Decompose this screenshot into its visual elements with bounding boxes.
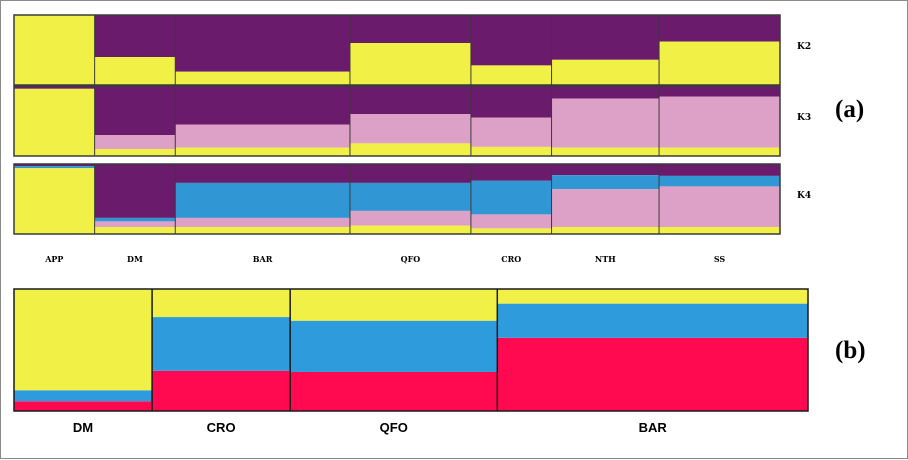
bar-segment-k2-dm-cluster1 xyxy=(94,15,176,57)
bar-segment-b-qfo-cluster1 xyxy=(290,371,498,411)
bar-segment-b-bar-cluster1 xyxy=(497,337,808,411)
panel-b-border xyxy=(13,288,809,412)
bar-segment-k4-cro-cluster2 xyxy=(470,180,552,215)
bar-segment-k4-app-cluster4 xyxy=(14,168,95,234)
bar-segment-k4-dm-cluster1 xyxy=(94,164,176,218)
bar-segment-k3-nth-cluster1 xyxy=(551,86,660,99)
bar-segment-k2-cro-cluster2 xyxy=(470,65,552,85)
bar-segment-b-bar-cluster3 xyxy=(497,289,808,304)
population-label-b-bar: BAR xyxy=(639,420,668,435)
bar-segment-k3-bar-cluster3 xyxy=(175,147,350,156)
population-label-cro: CRO xyxy=(501,254,521,264)
bar-segment-k4-cro-cluster4 xyxy=(470,228,552,234)
bar-segment-k4-qfo-cluster3 xyxy=(349,210,471,226)
population-label-qfo: QFO xyxy=(401,254,421,264)
bar-segment-k2-cro-cluster1 xyxy=(470,15,552,66)
row-border-k4 xyxy=(13,163,781,235)
population-label-b-dm: DM xyxy=(73,420,93,435)
bar-segment-k2-bar-cluster2 xyxy=(175,71,350,85)
bar-segment-k3-cro-cluster1 xyxy=(470,86,552,118)
row-border-k2 xyxy=(13,14,781,86)
bar-segment-k3-cro-cluster2 xyxy=(470,117,552,147)
population-label-app: APP xyxy=(44,254,63,264)
bar-segment-k3-dm-cluster3 xyxy=(94,149,176,156)
k-label-k4: K4 xyxy=(797,191,811,201)
population-label-b-qfo: QFO xyxy=(380,420,408,435)
bar-segment-b-dm-cluster3 xyxy=(14,289,153,391)
bar-segment-k3-nth-cluster3 xyxy=(551,147,660,156)
bar-segment-k4-qfo-cluster1 xyxy=(349,164,471,183)
bar-segment-k4-nth-cluster1 xyxy=(551,164,660,176)
bar-segment-k3-cro-cluster3 xyxy=(470,146,552,156)
panel-b-structure-plot: DM CRO QFO BAR xyxy=(13,288,809,435)
bar-segment-k3-qfo-cluster3 xyxy=(349,143,471,156)
bar-segment-k4-bar-cluster3 xyxy=(175,217,350,227)
bar-segment-b-dm-cluster2 xyxy=(14,390,153,402)
bar-segment-b-cro-cluster2 xyxy=(152,317,291,371)
bar-segment-b-qfo-cluster3 xyxy=(290,289,498,321)
bar-segment-k2-bar-cluster1 xyxy=(175,15,350,72)
bar-segment-k2-ss-cluster2 xyxy=(659,41,780,85)
bar-segment-k3-dm-cluster1 xyxy=(94,86,176,135)
population-label-nth: NTH xyxy=(595,254,616,264)
bar-segment-k3-qfo-cluster2 xyxy=(349,114,471,144)
population-label-bar: BAR xyxy=(253,254,273,264)
bar-segment-k2-qfo-cluster2 xyxy=(349,43,471,85)
population-label-dm: DM xyxy=(127,254,143,264)
bar-segment-k3-ss-cluster1 xyxy=(659,86,780,97)
bar-segment-k4-ss-cluster2 xyxy=(659,175,780,187)
bar-segment-k3-ss-cluster3 xyxy=(659,147,780,156)
bar-segment-k4-qfo-cluster4 xyxy=(349,225,471,234)
population-label-ss: SS xyxy=(714,254,726,264)
bar-segment-b-dm-cluster1 xyxy=(14,401,153,411)
bar-segment-k4-cro-cluster1 xyxy=(470,164,552,181)
bar-segment-k4-qfo-cluster2 xyxy=(349,182,471,211)
bar-segment-b-qfo-cluster2 xyxy=(290,320,498,372)
bar-segment-k4-ss-cluster4 xyxy=(659,227,780,234)
bar-segment-b-cro-cluster1 xyxy=(152,370,291,411)
bar-segment-k4-nth-cluster3 xyxy=(551,189,660,227)
bar-segment-k2-app-cluster2 xyxy=(14,15,95,85)
k-label-k3: K3 xyxy=(797,113,811,123)
bar-segment-k3-bar-cluster2 xyxy=(175,124,350,148)
bar-segment-k2-nth-cluster1 xyxy=(551,15,660,60)
panel-a-label: (a) xyxy=(835,96,864,123)
bar-segment-k4-bar-cluster4 xyxy=(175,227,350,234)
bar-segment-k4-dm-cluster4 xyxy=(94,227,176,234)
bar-segment-k4-nth-cluster2 xyxy=(551,175,660,190)
bar-segment-k3-dm-cluster2 xyxy=(94,135,176,149)
bar-segment-k4-nth-cluster4 xyxy=(551,227,660,234)
panel-b-label: (b) xyxy=(835,337,866,364)
bar-segment-k4-app-cluster2 xyxy=(14,166,95,169)
bar-segment-k4-cro-cluster3 xyxy=(470,214,552,229)
bar-segment-k3-bar-cluster1 xyxy=(175,86,350,125)
bar-segment-k2-ss-cluster1 xyxy=(659,15,780,42)
bar-segment-k2-nth-cluster2 xyxy=(551,59,660,85)
bar-segment-k4-ss-cluster1 xyxy=(659,164,780,176)
bar-segment-k4-bar-cluster2 xyxy=(175,182,350,218)
panel-a-structure-plot: K2 K3 K4 APP DM BAR QFO CRO NTH SS xyxy=(13,14,811,264)
bar-segment-k2-dm-cluster2 xyxy=(94,57,176,85)
bar-segment-k3-ss-cluster2 xyxy=(659,96,780,148)
bar-segment-k3-app-cluster3 xyxy=(14,88,95,156)
bar-segment-k3-qfo-cluster1 xyxy=(349,86,471,114)
bar-segment-b-cro-cluster3 xyxy=(152,289,291,318)
row-border-k3 xyxy=(13,85,781,157)
k-label-k2: K2 xyxy=(797,42,811,52)
bar-segment-k4-dm-cluster2 xyxy=(94,217,176,222)
bar-segment-k4-dm-cluster3 xyxy=(94,221,176,227)
bar-segment-k4-ss-cluster3 xyxy=(659,186,780,227)
bar-segment-k4-bar-cluster1 xyxy=(175,164,350,183)
bar-segment-b-bar-cluster2 xyxy=(497,303,808,338)
bar-segment-k4-app-cluster1 xyxy=(14,164,95,167)
bar-segment-k2-qfo-cluster1 xyxy=(349,15,471,43)
bar-segment-k3-nth-cluster2 xyxy=(551,98,660,148)
population-label-b-cro: CRO xyxy=(207,420,236,435)
bar-segment-k3-app-cluster1 xyxy=(14,86,95,89)
